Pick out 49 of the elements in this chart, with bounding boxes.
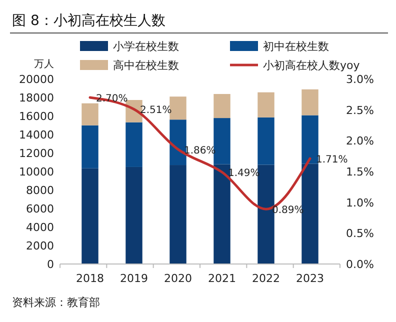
y2-tick-label: 0.5% <box>346 227 374 240</box>
x-tick-label: 2023 <box>296 272 324 285</box>
x-tick-label: 2022 <box>252 272 280 285</box>
y-tick-label: 12000 <box>19 147 54 160</box>
bar <box>258 117 274 165</box>
y-tick-label: 0 <box>47 258 54 271</box>
bar <box>302 89 318 116</box>
bar <box>170 120 186 166</box>
y2-tick-label: 2.5% <box>346 104 374 117</box>
y-tick-label: 18000 <box>19 92 54 104</box>
bar <box>170 96 186 120</box>
bar <box>82 125 98 168</box>
x-tick-label: 2020 <box>164 272 192 285</box>
y2-tick-label: 1.5% <box>346 166 374 178</box>
bar <box>82 103 98 126</box>
bar <box>126 122 142 167</box>
bar <box>170 165 186 264</box>
bar <box>302 115 318 164</box>
bar <box>258 92 274 118</box>
chart-title: 图 8：小初高在校生人数 <box>12 13 166 29</box>
y-tick-label: 2000 <box>26 240 54 252</box>
bar <box>258 164 274 264</box>
bar <box>82 168 98 264</box>
legend-label: 初中在校生数 <box>263 40 329 53</box>
y2-tick-label: 0.0% <box>346 258 374 271</box>
y-tick-label: 10000 <box>19 166 54 178</box>
data-label: 2.51% <box>140 105 172 116</box>
y2-tick-label: 2.0% <box>346 134 374 148</box>
x-tick-label: 2019 <box>120 272 148 285</box>
x-tick-label: 2018 <box>76 272 104 285</box>
bar <box>214 94 230 118</box>
y2-tick-label: 1.0% <box>346 196 374 210</box>
y-tick-label: 16000 <box>19 110 54 123</box>
y-tick-label: 6000 <box>26 202 54 216</box>
y-tick-label: 20000 <box>19 73 54 86</box>
y-tick-label: 4000 <box>26 221 54 234</box>
legend-label: 高中在校生数 <box>113 59 179 72</box>
x-tick-label: 2021 <box>208 272 236 285</box>
bar <box>214 118 230 164</box>
y2-tick-label: 3.0% <box>346 73 374 86</box>
legend-label: 小初高在校人数yoy <box>263 59 360 72</box>
legend-label: 小学在校生数 <box>113 40 179 53</box>
y-tick-label: 8000 <box>26 184 54 197</box>
bar <box>126 166 142 264</box>
y-tick-label: 14000 <box>19 128 54 142</box>
y-axis-title: 万人 <box>34 59 54 70</box>
text: 资料来源：教育部 <box>12 296 100 309</box>
bar <box>214 164 230 264</box>
bar <box>302 164 318 264</box>
